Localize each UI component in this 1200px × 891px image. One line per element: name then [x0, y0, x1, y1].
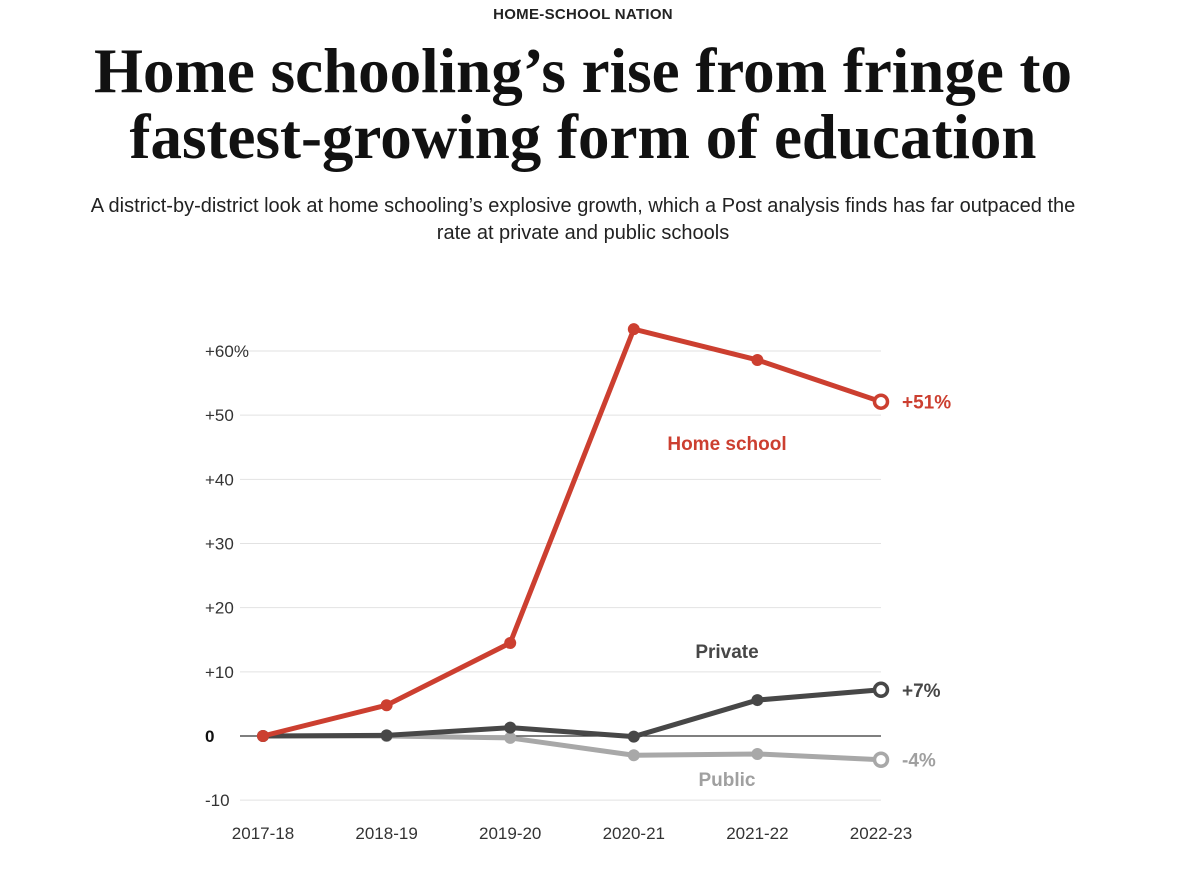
home-school-point	[504, 636, 517, 649]
private-point	[380, 729, 393, 742]
public-end-label: -4%	[902, 751, 936, 772]
home-school-point	[751, 353, 764, 366]
public-point	[504, 731, 517, 744]
x-tick-label: 2017-18	[232, 824, 294, 843]
y-tick-label: +10	[205, 663, 234, 682]
y-tick-label: +20	[205, 599, 234, 618]
home-school-point	[257, 730, 269, 742]
private-point	[504, 721, 517, 734]
home-school-end-label: +51%	[902, 393, 951, 414]
home-school-line	[260, 326, 884, 739]
x-tick-label: 2019-20	[479, 824, 541, 843]
home-school-point	[380, 699, 393, 712]
private-point	[627, 730, 640, 743]
public-point	[627, 749, 640, 762]
headline: Home schooling’s rise from fringe to fas…	[0, 38, 1166, 170]
home-school-point	[627, 323, 640, 336]
y-tick-label: 0	[205, 727, 214, 746]
x-tick-label: 2018-19	[355, 824, 417, 843]
home-school-point	[872, 393, 890, 410]
x-tick-label: 2022-23	[850, 824, 912, 843]
y-tick-label: +40	[205, 470, 234, 489]
private-series-label: Private	[695, 642, 758, 663]
private-end-label: +7%	[902, 681, 941, 702]
home-school-series-label: Home school	[667, 434, 786, 455]
subheadline: A district-by-district look at home scho…	[40, 193, 1126, 247]
public-point	[872, 751, 890, 768]
x-tick-label: 2020-21	[603, 824, 665, 843]
headline-line-2: fastest-growing form of education	[129, 102, 1037, 172]
private-point	[751, 694, 764, 707]
private-point	[872, 681, 890, 699]
private-line	[260, 687, 884, 740]
section-kicker: HOME-SCHOOL NATION	[493, 6, 673, 23]
y-tick-label: +30	[205, 535, 234, 554]
headline-line-1: Home schooling’s rise from fringe to	[93, 36, 1073, 106]
y-tick-label: -10	[205, 791, 230, 810]
y-tick-label: +50	[205, 406, 234, 425]
public-line	[260, 733, 884, 763]
y-tick-label: +60%	[205, 342, 249, 361]
public-point	[751, 747, 764, 760]
subheadline-line-2: rate at private and public schools	[436, 222, 730, 244]
public-series-label: Public	[698, 770, 755, 791]
subheadline-line-1: A district-by-district look at home scho…	[90, 195, 1076, 217]
x-tick-label: 2021-22	[726, 824, 788, 843]
